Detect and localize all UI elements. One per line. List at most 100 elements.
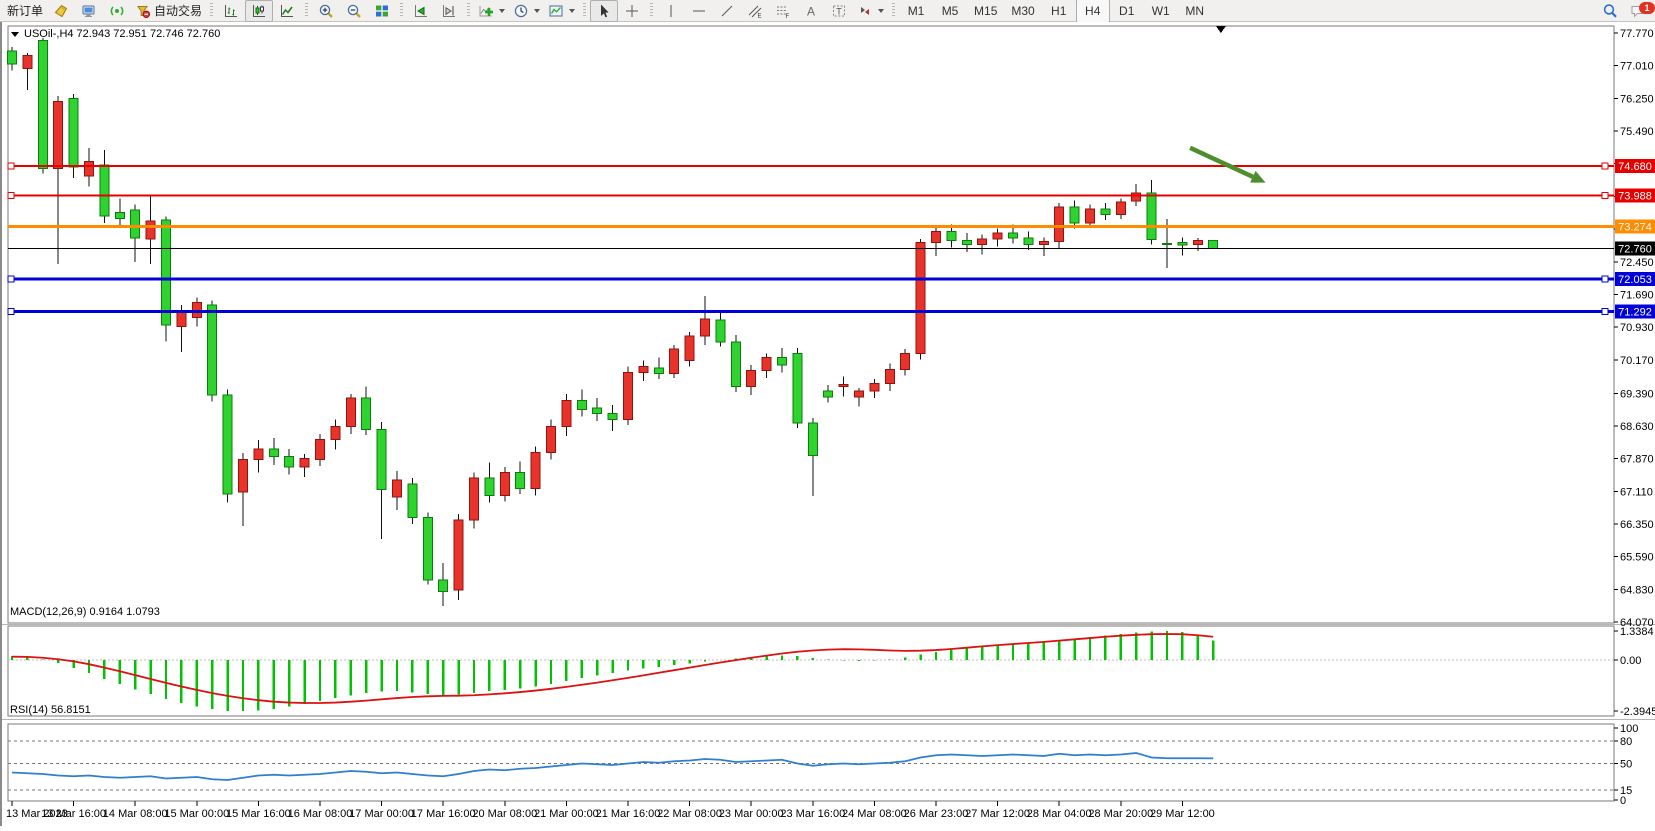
price-axis[interactable]: 77.77077.01076.25075.49074.73073.97073.2… xyxy=(1614,28,1654,629)
timeframe-m5-button[interactable]: M5 xyxy=(941,3,959,18)
dropdown-arrow-icon[interactable] xyxy=(569,8,576,13)
arrow-annotation[interactable] xyxy=(1189,145,1266,183)
svg-text:23 Mar 00:00: 23 Mar 00:00 xyxy=(719,808,784,820)
hline-74.680[interactable] xyxy=(7,162,1614,170)
svg-text:72.450: 72.450 xyxy=(1620,257,1654,269)
chart-title: USOil-,H4 72.943 72.951 72.746 72.760 xyxy=(11,28,220,40)
chart-window[interactable]: 77.77077.01076.25075.49074.73073.97073.2… xyxy=(0,22,1655,826)
chart-candles-button[interactable] xyxy=(245,0,274,22)
zoom-out-button[interactable] xyxy=(340,0,368,22)
market-watch-button[interactable] xyxy=(75,0,103,22)
macd-axis[interactable]: 1.3384 0.00 -2.3945 xyxy=(1614,626,1655,718)
hline-71.292[interactable] xyxy=(7,308,1614,316)
timeframe-d1-button[interactable]: D1 xyxy=(1119,3,1135,18)
signal-icon xyxy=(110,5,124,16)
timeframe-mn-button[interactable]: MN xyxy=(1185,3,1205,18)
order-tag-button[interactable] xyxy=(47,0,75,22)
timeframe-m1-button[interactable]: M1 xyxy=(907,3,925,18)
svg-text:70.170: 70.170 xyxy=(1620,355,1654,367)
toolbar-separator xyxy=(892,3,896,18)
toolbar-separator xyxy=(400,3,404,18)
zoom-in-button[interactable] xyxy=(312,0,340,22)
auto-scroll-button[interactable] xyxy=(407,0,435,22)
symbol-dropdown-icon[interactable] xyxy=(11,31,19,37)
svg-text:28 Mar 20:00: 28 Mar 20:00 xyxy=(1088,808,1153,820)
arrows-button[interactable] xyxy=(853,0,888,22)
signals-button[interactable] xyxy=(103,0,131,22)
trend-icon xyxy=(721,5,733,16)
price-tags: 74.680 73.988 73.274 72.760 72.053 71.292 xyxy=(1615,158,1655,319)
arrows-icon xyxy=(861,6,870,15)
chart-shift-button[interactable] xyxy=(435,0,463,22)
trendline-button[interactable] xyxy=(713,0,741,22)
tile-windows-button[interactable] xyxy=(368,0,396,22)
chart-line-button[interactable] xyxy=(273,0,301,22)
new-order-button[interactable]: 新订单 xyxy=(3,0,47,22)
hline-73.988[interactable] xyxy=(7,192,1614,200)
auto-trading-label: 自动交易 xyxy=(154,4,203,18)
clock-icon xyxy=(514,4,528,17)
svg-text:13 Mar 2023: 13 Mar 2023 xyxy=(6,808,68,820)
equidistant-channel-button[interactable]: E xyxy=(741,0,769,22)
svg-text:0.00: 0.00 xyxy=(1620,655,1641,667)
timeframe-h1-button[interactable]: H1 xyxy=(1051,3,1067,18)
hline-72.053[interactable] xyxy=(7,275,1614,283)
panel-frames xyxy=(2,25,1655,802)
horizontal-line-button[interactable] xyxy=(685,0,713,22)
symbol-ohlc-text: USOil-,H4 72.943 72.951 72.746 72.760 xyxy=(24,28,221,40)
svg-text:74.680: 74.680 xyxy=(1618,161,1652,173)
dropdown-arrow-icon[interactable] xyxy=(534,8,541,13)
svg-text:77.010: 77.010 xyxy=(1620,61,1654,73)
text-button[interactable]: A xyxy=(797,0,825,22)
svg-text:73.274: 73.274 xyxy=(1618,221,1652,233)
addind-icon xyxy=(479,5,494,16)
auto-trading-button[interactable]: 自动交易 xyxy=(131,0,206,22)
svg-text:80: 80 xyxy=(1620,736,1632,748)
fibonacci-button[interactable]: F xyxy=(769,0,797,22)
crosshair-button[interactable] xyxy=(618,0,646,22)
timeframe-m15-button[interactable]: M15 xyxy=(974,3,998,18)
svg-text:20 Mar 08:00: 20 Mar 08:00 xyxy=(472,808,537,820)
svg-text:65.590: 65.590 xyxy=(1620,552,1654,564)
svg-text:50: 50 xyxy=(1620,759,1632,771)
svg-text:16 Mar 08:00: 16 Mar 08:00 xyxy=(288,808,353,820)
text-label-button[interactable]: T xyxy=(825,0,853,22)
periods-button[interactable] xyxy=(509,0,544,22)
chat-button[interactable]: 1 xyxy=(1624,0,1655,22)
add-indicator-button[interactable] xyxy=(474,0,509,22)
timeframe-h4-button[interactable]: H4 xyxy=(1075,0,1110,23)
svg-text:17 Mar 00:00: 17 Mar 00:00 xyxy=(349,808,414,820)
svg-text:22 Mar 08:00: 22 Mar 08:00 xyxy=(657,808,722,820)
svg-text:76.250: 76.250 xyxy=(1620,93,1654,105)
templates-button[interactable] xyxy=(544,0,579,22)
svg-text:21 Mar 16:00: 21 Mar 16:00 xyxy=(596,808,661,820)
vertical-line-button[interactable] xyxy=(657,0,685,22)
search-icon xyxy=(1603,3,1617,18)
svg-text:64.070: 64.070 xyxy=(1620,617,1654,629)
chart-canvas[interactable]: 77.77077.01076.25075.49074.73073.97073.2… xyxy=(2,22,1655,826)
svg-text:15 Mar 00:00: 15 Mar 00:00 xyxy=(164,808,229,820)
svg-text:13 Mar 16:00: 13 Mar 16:00 xyxy=(41,808,106,820)
macd-label: MACD(12,26,9) 0.9164 1.0793 xyxy=(10,606,160,618)
dropdown-arrow-icon[interactable] xyxy=(878,8,885,13)
hline-icon xyxy=(693,10,706,11)
svg-text:64.830: 64.830 xyxy=(1620,584,1654,596)
search-button[interactable] xyxy=(1596,0,1624,22)
cursor-button[interactable] xyxy=(590,0,619,22)
svg-text:72.053: 72.053 xyxy=(1618,274,1652,286)
svg-text:27 Mar 12:00: 27 Mar 12:00 xyxy=(965,808,1030,820)
chart-bars-button[interactable] xyxy=(217,0,245,22)
dropdown-arrow-icon[interactable] xyxy=(499,8,506,13)
svg-text:A: A xyxy=(807,4,815,18)
timeframe-m30-button[interactable]: M30 xyxy=(1011,3,1035,18)
toolbar-separator xyxy=(467,3,471,18)
chart-shift-marker[interactable] xyxy=(1215,26,1226,33)
channel-icon: E xyxy=(748,5,762,19)
svg-text:69.390: 69.390 xyxy=(1620,388,1654,400)
svg-text:77.770: 77.770 xyxy=(1620,28,1654,40)
rsi-label: RSI(14) 56.8151 xyxy=(10,704,91,716)
timeframe-w1-button[interactable]: W1 xyxy=(1151,3,1170,18)
zoomout-icon xyxy=(347,4,361,18)
